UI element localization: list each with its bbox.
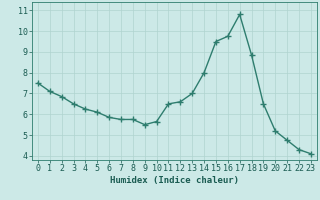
X-axis label: Humidex (Indice chaleur): Humidex (Indice chaleur) <box>110 176 239 185</box>
